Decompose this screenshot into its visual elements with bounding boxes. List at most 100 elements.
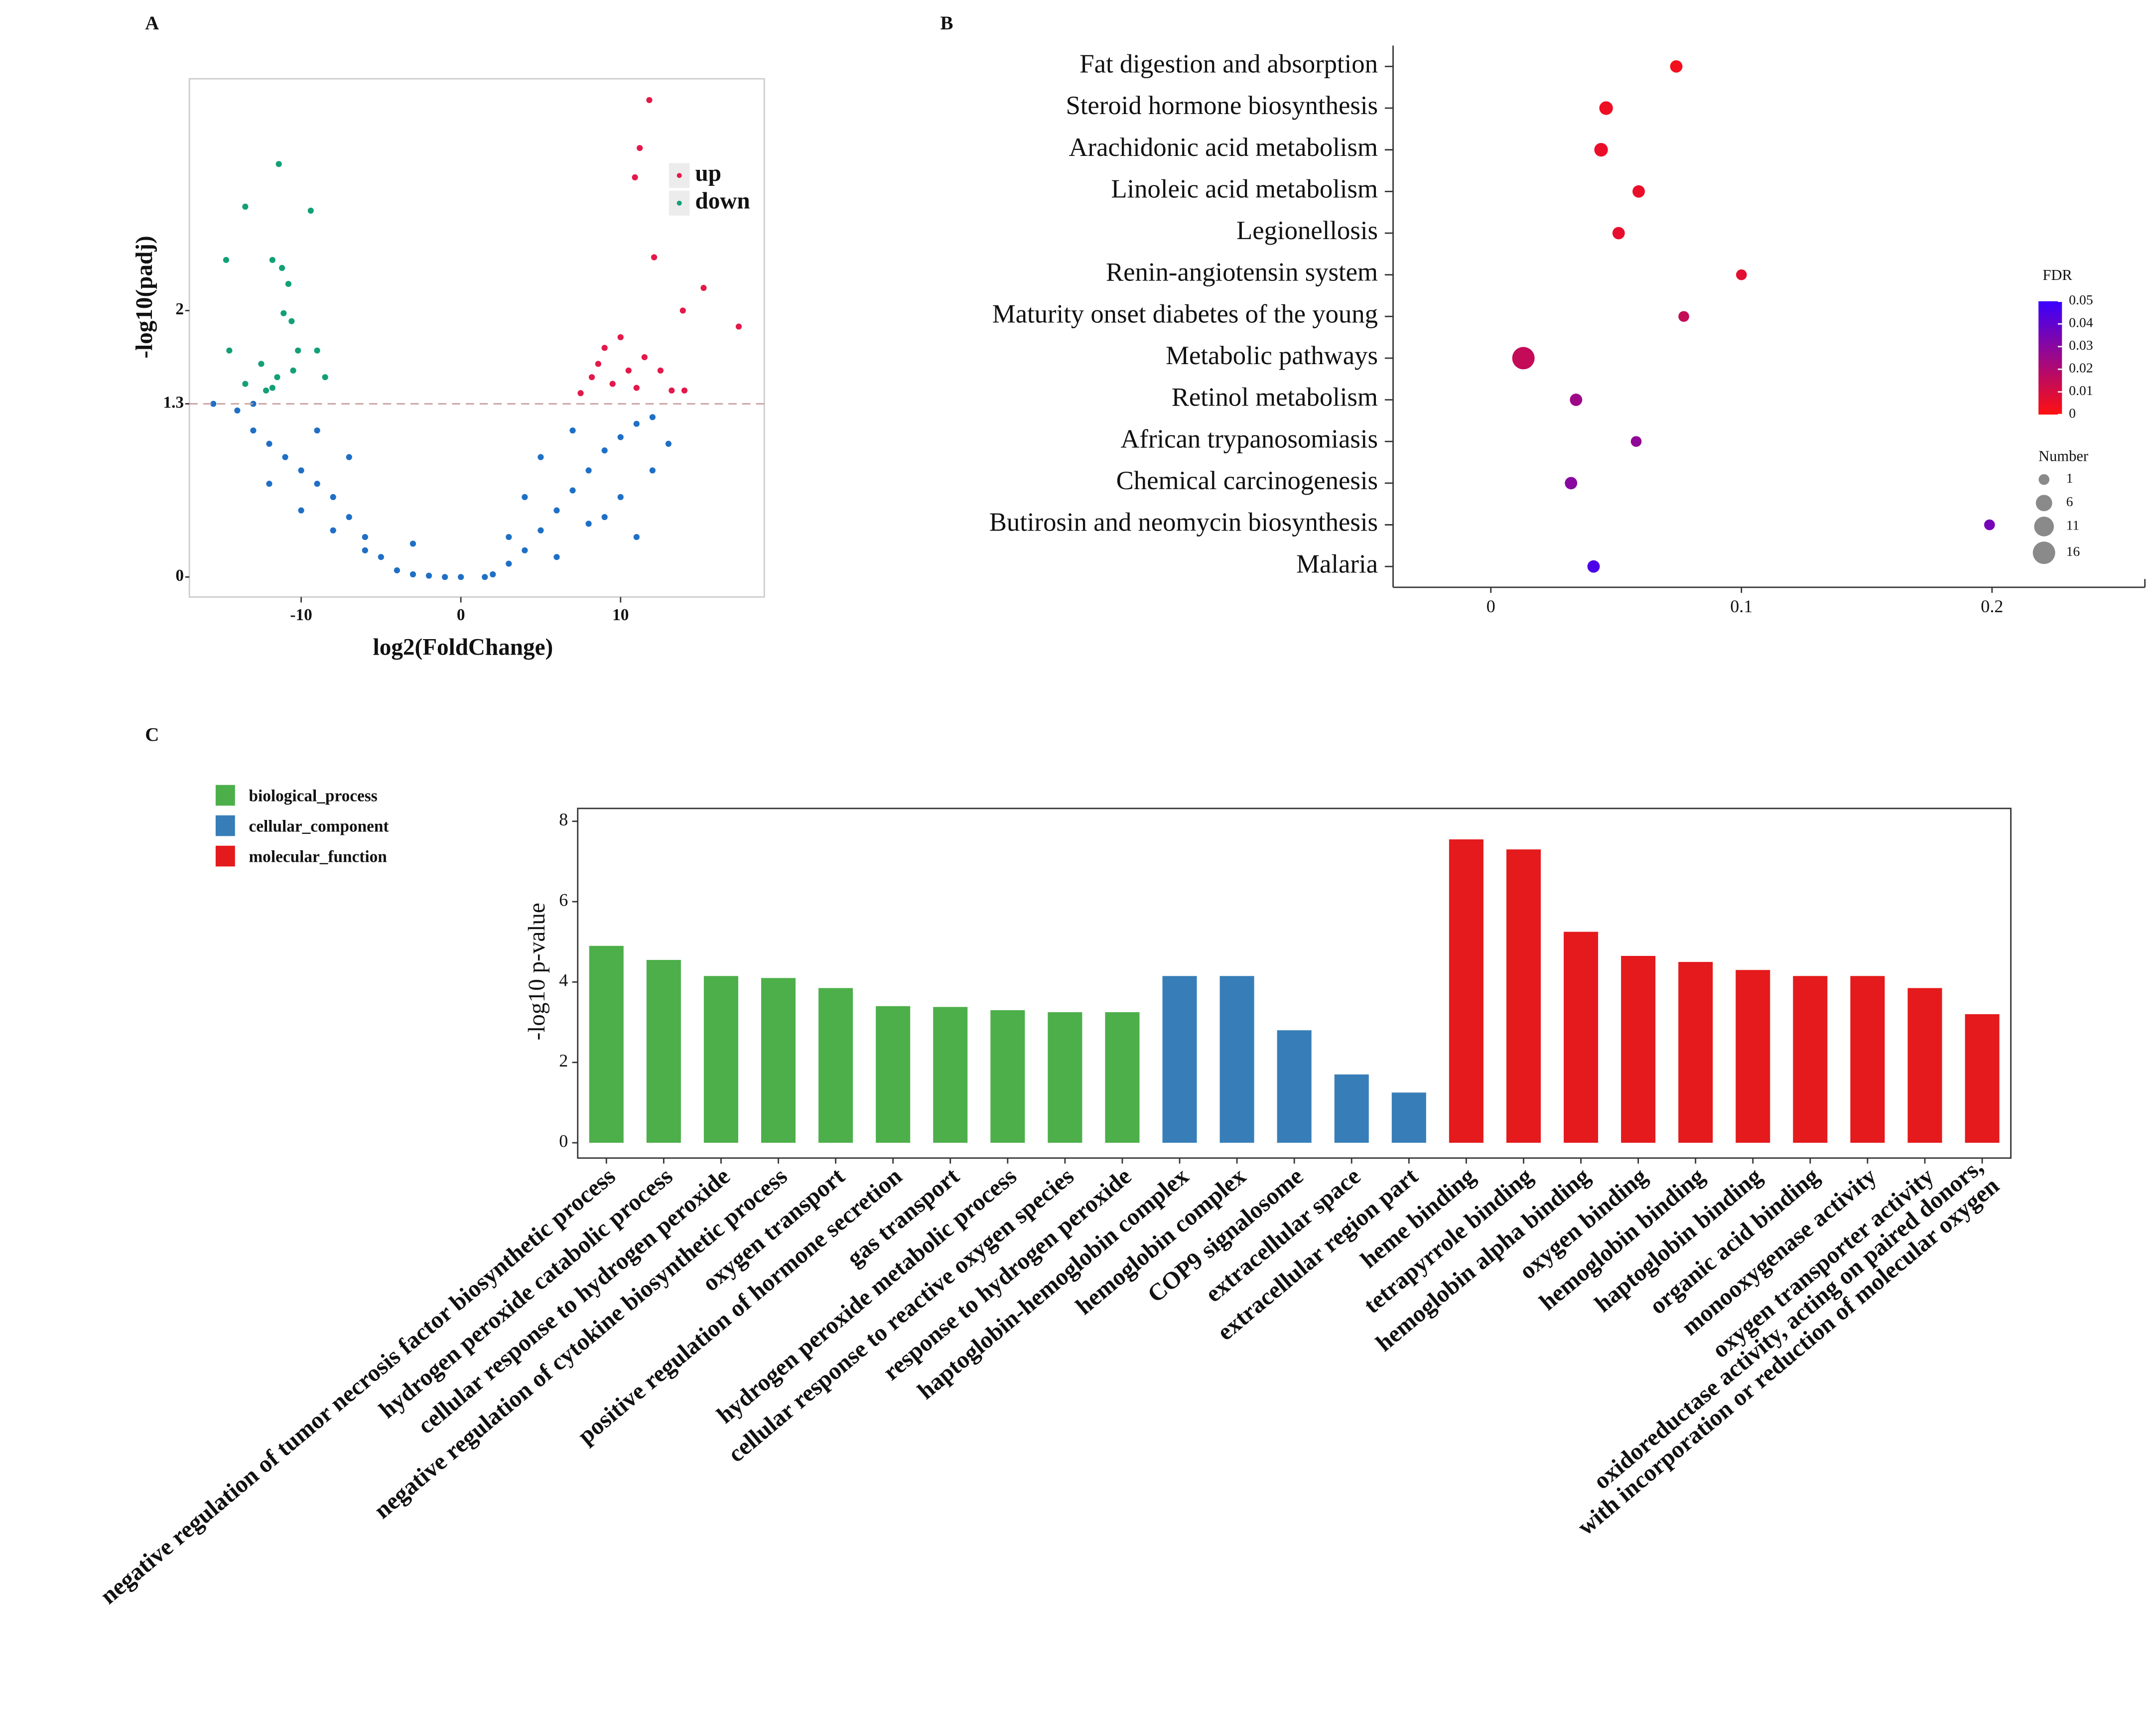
- x-tick-label: 10: [612, 606, 629, 624]
- point: [314, 427, 320, 434]
- point: [538, 527, 544, 533]
- bar: [1162, 976, 1197, 1143]
- y-axis-label: -log10(padj): [132, 236, 157, 358]
- y-tick-label: Arachidonic acid metabolism: [1069, 133, 1378, 162]
- y-axis-label: -log10 p-value: [524, 903, 550, 1040]
- point: [649, 467, 656, 474]
- bar: [1506, 849, 1541, 1143]
- point: [735, 323, 742, 330]
- point: [585, 521, 592, 527]
- y-tick-label: Maturity onset diabetes of the young: [992, 299, 1378, 328]
- point: [242, 381, 249, 387]
- point: [298, 467, 304, 474]
- legend-key: [215, 815, 235, 836]
- point: [601, 345, 608, 351]
- legend-label: molecular_function: [249, 847, 387, 866]
- point: [362, 534, 368, 540]
- point: [210, 400, 217, 407]
- bubble: [1630, 436, 1642, 447]
- point: [234, 407, 241, 414]
- point: [601, 514, 608, 521]
- bar: [1105, 1012, 1140, 1143]
- point: [679, 307, 686, 314]
- bar: [1907, 988, 1942, 1143]
- point: [279, 265, 285, 271]
- colorbar-label: 0.03: [2069, 338, 2093, 353]
- legend-dot: [676, 200, 682, 206]
- point: [632, 174, 638, 181]
- point: [637, 145, 643, 151]
- y-tick-label: 4: [559, 970, 568, 990]
- point: [657, 367, 664, 374]
- point: [482, 574, 488, 580]
- bar: [1736, 970, 1770, 1143]
- point: [288, 318, 295, 324]
- point: [585, 467, 592, 474]
- colorbar-label: 0.01: [2069, 383, 2093, 399]
- point: [346, 514, 352, 521]
- y-tick-label: 6: [559, 890, 568, 910]
- point: [409, 540, 416, 547]
- y-tick-label: Renin-angiotensin system: [1106, 258, 1378, 287]
- colorbar-label: 0.05: [2069, 292, 2093, 308]
- bubble: [1632, 185, 1645, 198]
- point: [330, 527, 336, 533]
- point: [275, 161, 282, 167]
- point: [700, 284, 707, 291]
- point: [330, 494, 336, 500]
- point: [263, 387, 270, 394]
- point: [298, 507, 304, 514]
- point: [609, 381, 616, 387]
- size-legend-key: [2035, 495, 2052, 512]
- legend-key: [215, 785, 235, 806]
- x-tick-label: 0: [457, 606, 465, 624]
- point: [346, 454, 352, 460]
- bubble: [1599, 101, 1613, 115]
- bar: [1678, 962, 1713, 1143]
- point: [522, 547, 528, 553]
- point: [641, 354, 648, 361]
- bar: [761, 978, 796, 1143]
- size-legend-title: Number: [2038, 447, 2088, 464]
- y-tick-label: Metabolic pathways: [1166, 341, 1378, 370]
- colorbar: [2038, 301, 2062, 415]
- point: [617, 434, 624, 440]
- y-tick-label: Fat digestion and absorption: [1079, 49, 1378, 78]
- plot-frame: [188, 78, 765, 598]
- legend-label: up: [695, 160, 721, 186]
- point: [322, 374, 328, 381]
- point: [266, 481, 272, 487]
- bar: [1334, 1074, 1369, 1143]
- point: [651, 254, 658, 261]
- point: [285, 280, 292, 287]
- bar: [1965, 1014, 2000, 1143]
- point: [569, 427, 576, 434]
- y-tick-label: Retinol metabolism: [1172, 383, 1378, 412]
- bar: [990, 1010, 1025, 1143]
- size-legend-label: 1: [2066, 471, 2073, 486]
- bubble: [1512, 347, 1535, 370]
- point: [394, 567, 401, 574]
- point: [250, 427, 257, 434]
- point: [425, 572, 432, 579]
- bubble: [1670, 60, 1683, 73]
- bubble: [1612, 227, 1625, 240]
- point: [646, 97, 653, 104]
- bar: [1391, 1092, 1426, 1143]
- y-tick-label: Steroid hormone biosynthesis: [1066, 91, 1378, 120]
- point: [601, 447, 608, 454]
- legend-label: biological_process: [249, 787, 377, 805]
- point: [274, 374, 280, 381]
- point: [577, 390, 584, 397]
- y-tick-label: Butirosin and neomycin biosynthesis: [989, 508, 1378, 537]
- point: [269, 385, 275, 391]
- legend-dot: [676, 173, 682, 178]
- bubble: [1594, 143, 1608, 157]
- size-legend-key: [2032, 541, 2055, 564]
- point: [250, 400, 257, 407]
- point: [625, 367, 632, 374]
- point: [617, 494, 624, 500]
- point: [506, 560, 512, 567]
- y-tick-label: 8: [559, 809, 568, 829]
- point: [588, 374, 595, 381]
